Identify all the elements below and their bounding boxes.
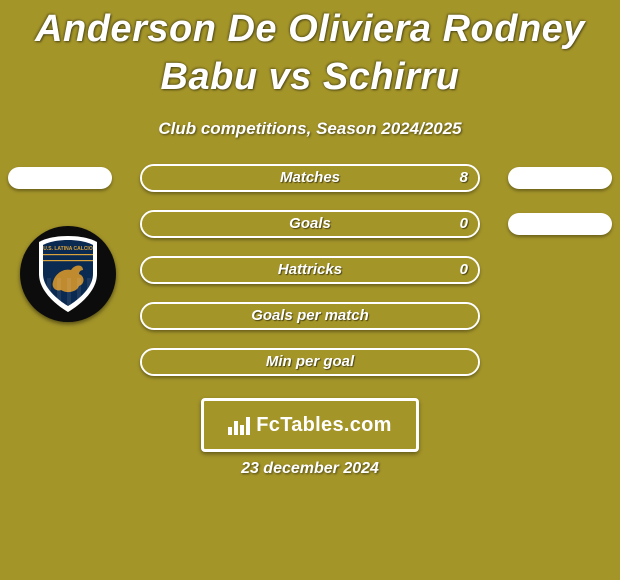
club-badge-inner: U.S. LATINA CALCIO [33, 234, 103, 314]
stat-bar: 8Matches [140, 164, 480, 192]
comparison-infographic: Anderson De Oliviera Rodney Babu vs Schi… [0, 0, 620, 580]
brand-box[interactable]: FcTables.com [201, 398, 419, 452]
club-badge: U.S. LATINA CALCIO [20, 226, 116, 322]
bar-fill-right [142, 212, 478, 236]
stat-bar: 0Hattricks [140, 256, 480, 284]
stat-row: Min per goal [0, 346, 620, 392]
bar-value-right: 0 [460, 261, 468, 278]
brand-name: FcTables.com [256, 414, 392, 437]
page-title: Anderson De Oliviera Rodney Babu vs Schi… [0, 0, 620, 101]
subtitle: Club competitions, Season 2024/2025 [0, 119, 620, 139]
bar-fill-right [142, 258, 478, 282]
bar-fill-right [142, 166, 478, 190]
shield-icon: U.S. LATINA CALCIO [33, 234, 103, 314]
bar-value-right: 8 [460, 169, 468, 186]
bar-chart-icon [228, 415, 250, 435]
stat-bar: Goals per match [140, 302, 480, 330]
player-right-pill [508, 167, 612, 189]
bar-fill-right [142, 350, 478, 374]
stat-bar: Min per goal [140, 348, 480, 376]
player-right-pill [508, 213, 612, 235]
bar-value-right: 0 [460, 215, 468, 232]
bar-fill-right [142, 304, 478, 328]
player-left-pill [8, 167, 112, 189]
stat-bar: 0Goals [140, 210, 480, 238]
stat-row: 8Matches [0, 162, 620, 208]
badge-ring-text: U.S. LATINA CALCIO [43, 246, 93, 252]
date-label: 23 december 2024 [0, 460, 620, 478]
